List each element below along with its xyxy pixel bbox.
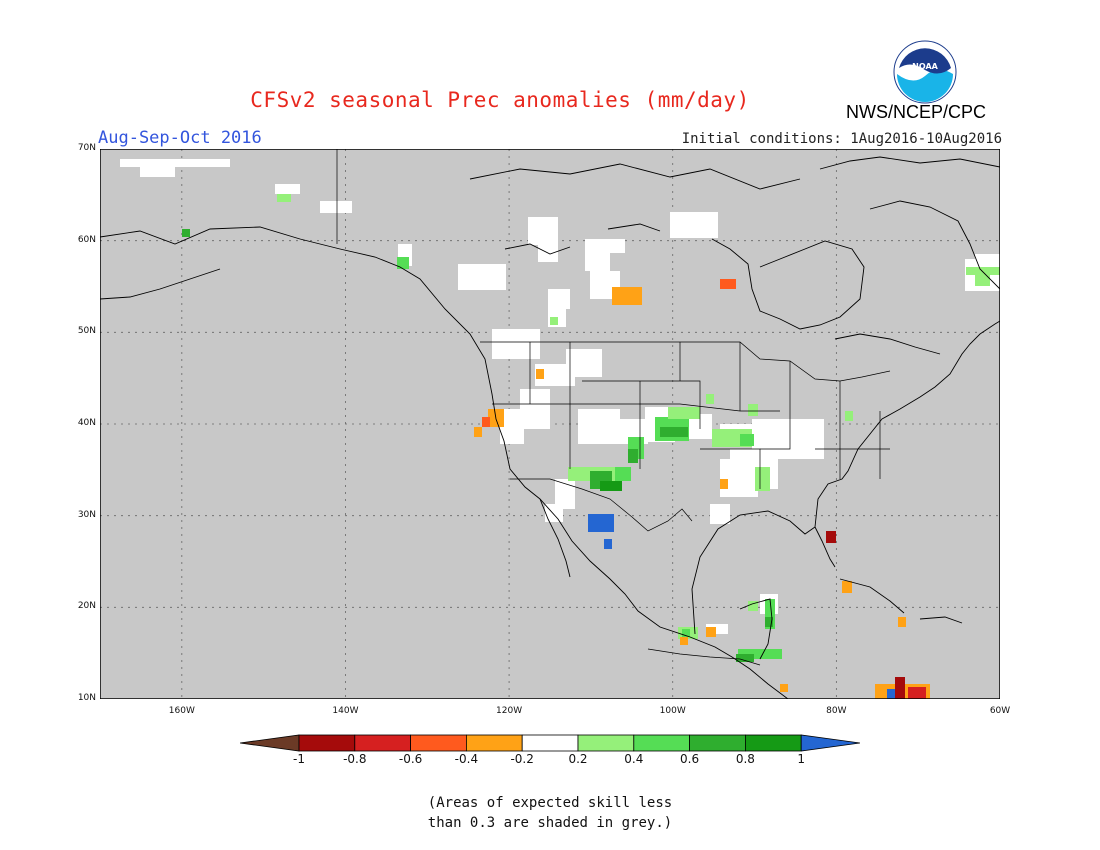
colorbar-tick-label: -0.6 [398, 752, 423, 766]
precip-anomaly-map [100, 149, 1000, 699]
colorbar-tick-label: -0.2 [510, 752, 534, 766]
colorbar-box [298, 734, 356, 752]
colorbar-tick-label: -1 [293, 752, 305, 766]
colorbar-box [689, 734, 746, 752]
forecast-period: Aug-Sep-Oct 2016 [98, 128, 262, 148]
svg-text:NOAA: NOAA [912, 62, 938, 71]
lon-label: 100W [659, 706, 686, 716]
lon-label: 160W [168, 706, 195, 716]
lat-label: 40N [77, 418, 96, 428]
colorbar-box [633, 734, 690, 752]
strong-positive-areas [588, 514, 895, 699]
lat-label: 50N [77, 326, 96, 337]
colorbar [240, 734, 860, 752]
lon-label: 140W [332, 706, 359, 716]
colorbar-box [465, 734, 523, 752]
lon-label: 120W [496, 706, 523, 716]
colorbar-tick-label: 0.2 [568, 752, 588, 766]
lon-label: 60W [989, 706, 1011, 716]
colorbar-box [410, 734, 467, 752]
noaa-logo: NOAA [893, 40, 957, 104]
colorbar-box [521, 734, 579, 752]
colorbar-box [744, 734, 802, 752]
footnote-line-2: than 0.3 are shaded in grey.) [427, 815, 673, 831]
lat-label: 60N [77, 234, 96, 245]
colorbar-high-end [800, 734, 860, 752]
colorbar-tick-label: 0.4 [624, 752, 644, 766]
colorbar-tick-label: -0.8 [343, 752, 367, 766]
initial-conditions: Initial conditions: 1Aug2016-10Aug2016 [681, 131, 1002, 147]
lat-label: 20N [77, 601, 96, 612]
colorbar-box [577, 734, 635, 752]
lon-label: 80W [826, 706, 847, 716]
colorbar-tick-label: 0.6 [680, 752, 700, 766]
skill-footnote: (Areas of expected skill less than 0.3 a… [0, 793, 1100, 833]
political-borders [336, 149, 891, 666]
colorbar-box [354, 734, 412, 752]
positive-anomaly-areas [182, 194, 1000, 662]
colorbar-tick-label: 1 [797, 752, 805, 766]
lat-label: 10N [77, 693, 96, 703]
colorbar-tick-label: -0.4 [454, 752, 479, 766]
colorbar-tick-label: 0.8 [735, 752, 755, 766]
map-title: CFSv2 seasonal Prec anomalies (mm/day) [250, 88, 750, 112]
footnote-line-1: (Areas of expected skill less [427, 795, 673, 811]
lat-label: 30N [77, 509, 96, 520]
colorbar-low-end [240, 734, 300, 752]
agency-label: NWS/NCEP/CPC [846, 102, 987, 122]
lat-label: 70N [77, 143, 96, 153]
coastlines [100, 156, 1000, 699]
